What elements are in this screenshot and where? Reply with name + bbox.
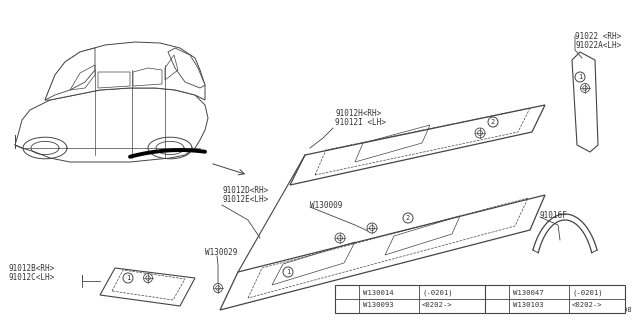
Text: 91012C<LH>: 91012C<LH>: [8, 273, 54, 282]
Text: 1: 1: [345, 296, 349, 302]
Text: 91012E<LH>: 91012E<LH>: [222, 195, 268, 204]
Polygon shape: [168, 48, 205, 88]
Circle shape: [123, 273, 133, 283]
Polygon shape: [45, 48, 95, 100]
Text: 91016F: 91016F: [540, 211, 568, 220]
Text: W130029: W130029: [205, 247, 237, 257]
Text: W130103: W130103: [513, 302, 543, 308]
Text: 1: 1: [578, 74, 582, 80]
Circle shape: [488, 117, 498, 127]
Polygon shape: [572, 52, 598, 152]
Text: W130009: W130009: [310, 201, 342, 210]
Circle shape: [575, 72, 585, 82]
Text: <0202->: <0202->: [422, 302, 452, 308]
Circle shape: [367, 223, 377, 233]
Text: 91012B<RH>: 91012B<RH>: [8, 264, 54, 273]
Circle shape: [475, 128, 485, 138]
Text: 2: 2: [406, 215, 410, 221]
Circle shape: [283, 267, 293, 277]
Text: 91012H<RH>: 91012H<RH>: [335, 109, 381, 118]
Text: 1: 1: [286, 269, 290, 275]
Polygon shape: [290, 105, 545, 185]
Bar: [335, 285, 625, 313]
Polygon shape: [100, 268, 195, 306]
Text: 2: 2: [491, 119, 495, 125]
Circle shape: [341, 293, 353, 305]
Circle shape: [214, 284, 223, 292]
Text: W130093: W130093: [363, 302, 394, 308]
Polygon shape: [220, 195, 545, 310]
Text: W130014: W130014: [363, 290, 394, 296]
Circle shape: [335, 233, 345, 243]
Polygon shape: [15, 88, 208, 162]
Text: 91012I <LH>: 91012I <LH>: [335, 118, 386, 127]
Text: 91022A<LH>: 91022A<LH>: [575, 41, 621, 50]
Text: (-0201): (-0201): [572, 289, 603, 296]
Text: W130047: W130047: [513, 290, 543, 296]
Polygon shape: [45, 42, 205, 100]
Text: (-0201): (-0201): [422, 289, 452, 296]
Text: <0202->: <0202->: [572, 302, 603, 308]
Circle shape: [143, 274, 152, 283]
Text: 2: 2: [495, 296, 499, 302]
Text: 91022 <RH>: 91022 <RH>: [575, 32, 621, 41]
Text: A913001108: A913001108: [589, 307, 632, 313]
Text: 91012D<RH>: 91012D<RH>: [222, 186, 268, 195]
Circle shape: [580, 84, 589, 92]
Text: 1: 1: [126, 275, 130, 281]
Circle shape: [403, 213, 413, 223]
Circle shape: [491, 293, 503, 305]
